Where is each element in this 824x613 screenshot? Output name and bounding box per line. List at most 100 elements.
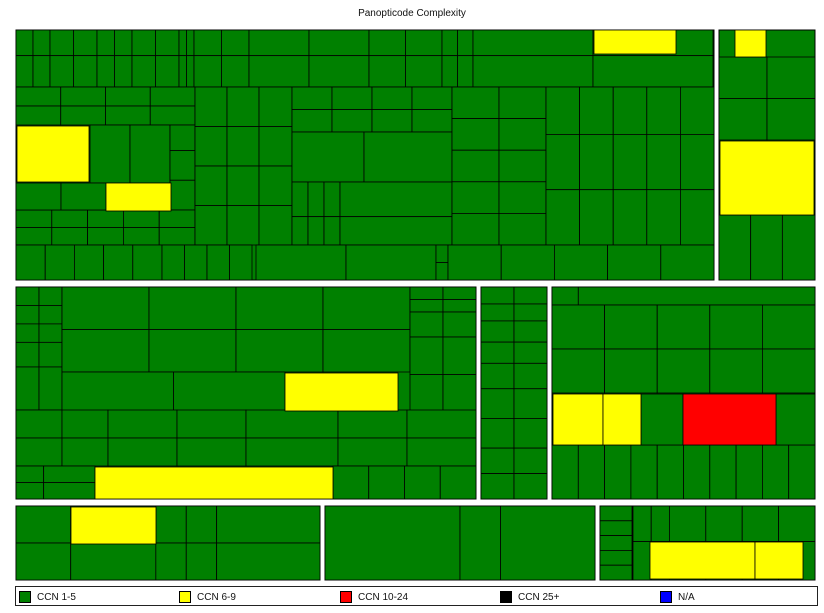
treemap-cell-ccn-1-5 [599,520,633,536]
treemap-cell-ccn-1-5 [404,465,441,500]
treemap-cell-ccn-1-5 [778,505,816,542]
treemap-cell-ccn-1-5 [194,86,228,127]
treemap-cell-ccn-1-5 [442,374,477,413]
treemap-cell-ccn-1-5 [709,444,737,500]
treemap-cell-ccn-1-5 [409,286,444,300]
treemap-cell-ccn-1-5 [15,105,62,126]
treemap-cell-ccn-6-9 [649,541,756,580]
treemap-cell-ccn-1-5 [15,209,53,228]
treemap-cell-ccn-1-5 [38,323,63,343]
treemap-cell-ccn-1-5 [291,216,309,246]
treemap-cell-ccn-1-5 [718,98,768,141]
treemap-cell-ccn-1-5 [435,262,449,281]
treemap-cell-ccn-1-5 [709,348,763,394]
treemap-cell-ccn-1-5 [38,305,63,325]
treemap-cell-ccn-6-9 [105,182,172,212]
treemap-cell-ccn-1-5 [114,29,133,57]
treemap-cell-ccn-1-5 [60,182,107,211]
treemap-cell-ccn-1-5 [73,55,98,88]
treemap-cell-ccn-1-5 [123,209,160,228]
treemap-cell-ccn-1-5 [87,227,124,246]
legend-label-ccn-25-plus: CCN 25+ [518,591,560,603]
treemap-cell-ccn-10-24 [682,393,777,446]
treemap-cell-ccn-1-5 [258,165,293,206]
treemap-cell-ccn-1-5 [235,286,324,330]
treemap-cell-ccn-1-5 [105,105,151,126]
treemap-cell-ccn-1-5 [599,505,633,522]
treemap-cell-ccn-1-5 [178,55,187,88]
treemap-cell-ccn-6-9 [70,506,157,545]
treemap-cell-ccn-1-5 [750,214,783,281]
treemap-cell-ccn-1-5 [186,29,195,57]
treemap-cell-ccn-1-5 [221,55,250,88]
treemap-cell-ccn-1-5 [248,29,310,57]
treemap-cell-ccn-1-5 [161,244,185,281]
treemap-cell-ccn-1-5 [604,444,632,500]
treemap-cell-ccn-1-5 [680,133,715,191]
treemap-cell-ccn-1-5 [73,29,98,57]
treemap-cell-ccn-1-5 [498,212,547,246]
treemap-cell-ccn-1-5 [612,189,648,246]
legend-label-ccn-10-24: CCN 10-24 [358,591,409,603]
treemap-cell-ccn-1-5 [155,505,187,544]
treemap-cell-ccn-1-5 [607,244,662,281]
treemap-cell-ccn-1-5 [216,542,321,581]
treemap-cell-ccn-1-5 [472,29,594,57]
treemap-cell-ccn-1-5 [123,227,160,246]
treemap-cell-ccn-1-5 [61,409,109,439]
treemap-cell-ccn-1-5 [15,55,34,88]
treemap-cell-ccn-1-5 [15,227,53,246]
treemap-cell-ccn-1-5 [709,304,763,350]
treemap-cell-ccn-1-5 [480,418,515,449]
treemap-cell-ccn-1-5 [194,126,228,167]
treemap-cell-ccn-1-5 [650,505,670,542]
treemap-cell-ccn-1-5 [513,473,548,500]
treemap-cell-ccn-6-9 [94,466,334,500]
treemap-cell-ccn-1-5 [331,109,373,133]
treemap-cell-ccn-1-5 [363,131,453,183]
treemap-cell-ccn-1-5 [38,286,63,306]
treemap-cell-ccn-1-5 [61,371,174,413]
treemap-cell-ccn-1-5 [513,341,548,364]
treemap-cell-ccn-1-5 [513,418,548,449]
treemap-cell-ccn-1-5 [480,320,515,343]
treemap-cell-ccn-1-5 [451,149,500,183]
treemap-cell-ccn-1-5 [226,86,260,127]
treemap-cell-ccn-1-5 [545,189,580,246]
treemap-cell-ccn-6-9 [593,29,677,55]
treemap-cell-ccn-1-5 [149,105,196,126]
treemap-cell-ccn-1-5 [457,29,474,57]
treemap-cell-ccn-1-5 [186,55,195,88]
treemap-cell-ccn-1-5 [447,244,502,281]
treemap-cell-ccn-1-5 [149,86,196,107]
treemap-chart [15,29,816,581]
treemap-cell-ccn-1-5 [766,56,816,99]
treemap-cell-ccn-1-5 [442,286,477,300]
treemap-cell-ccn-1-5 [89,124,131,184]
treemap-cell-ccn-1-5 [229,244,253,281]
treemap-cell-ccn-1-5 [51,209,88,228]
treemap-cell-ccn-1-5 [442,299,477,313]
treemap-cell-ccn-1-5 [43,482,96,500]
treemap-cell-ccn-1-5 [103,244,134,281]
treemap-cell-ccn-1-5 [656,444,684,500]
treemap-cell-ccn-1-5 [457,55,474,88]
legend-label-ccn-6-9: CCN 6-9 [197,591,236,603]
treemap-cell-ccn-1-5 [498,118,547,151]
treemap-cell-ccn-1-5 [245,437,339,467]
treemap-cell-ccn-1-5 [409,336,444,375]
treemap-cell-ccn-1-5 [173,371,286,413]
treemap-cell-ccn-1-5 [107,437,178,467]
treemap-cell-ccn-1-5 [513,388,548,419]
treemap-cell-ccn-1-5 [49,55,74,88]
treemap-cell-ccn-1-5 [339,216,453,246]
treemap-cell-ccn-1-5 [762,348,816,394]
treemap-cell-ccn-1-5 [705,505,743,542]
treemap-cell-ccn-1-5 [480,362,515,390]
treemap-cell-ccn-1-5 [368,55,406,88]
treemap-cell-ccn-1-5 [632,505,652,542]
treemap-cell-ccn-1-5 [226,205,260,246]
legend-item-na: N/A [660,590,695,604]
treemap-cell-ccn-1-5 [193,29,222,57]
treemap-cell-ccn-1-5 [551,348,605,394]
